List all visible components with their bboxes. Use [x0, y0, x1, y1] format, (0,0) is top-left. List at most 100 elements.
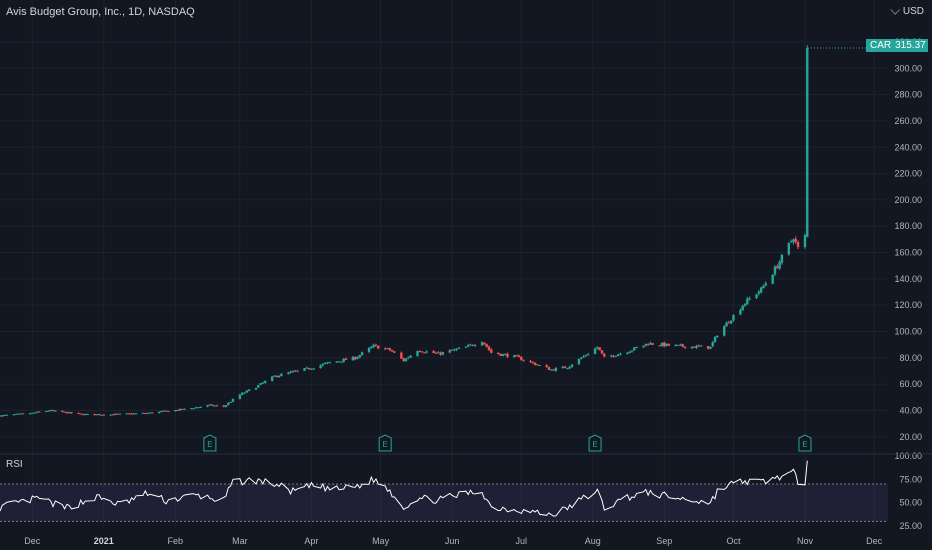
candle-body [453, 349, 456, 351]
candle-body [0, 415, 2, 417]
candle-body [732, 314, 735, 321]
candle-body [762, 285, 765, 289]
candle-body [497, 352, 500, 355]
candle-body [803, 235, 807, 248]
candle-body [434, 352, 438, 354]
candle-body [393, 351, 396, 353]
candle-body [577, 358, 581, 365]
candle-body [531, 361, 534, 363]
candle-body [28, 413, 32, 415]
rsi-band [0, 483, 888, 522]
price-tick-label: 240.00 [894, 142, 922, 152]
candle-body [681, 344, 684, 347]
candle-body [95, 414, 99, 416]
candle-body [44, 411, 48, 413]
candle-body [289, 371, 292, 373]
candle-body [626, 352, 629, 354]
candle-body [633, 347, 636, 351]
candle-body [663, 342, 666, 347]
candle-body [773, 266, 777, 275]
candle-body [487, 346, 491, 350]
candle-body [471, 344, 475, 346]
candle-body [506, 353, 509, 357]
candle-body [342, 358, 345, 363]
candle-body [792, 239, 795, 243]
candle-body [174, 410, 177, 412]
candle-body [630, 350, 634, 352]
candle-body [157, 411, 161, 414]
candle-body [547, 367, 551, 370]
candle-body [67, 412, 71, 414]
candle-body [545, 365, 548, 368]
candle-body [520, 357, 523, 361]
earnings-marker[interactable]: E [588, 434, 602, 452]
price-tick-label: 220.00 [894, 169, 922, 179]
candle-body [264, 380, 267, 383]
candle-body [38, 411, 41, 413]
candle-body [651, 343, 654, 345]
candle-body [326, 362, 329, 364]
candle-body [118, 413, 122, 415]
candle-body [227, 402, 230, 405]
candle-body [344, 358, 348, 360]
candle-body [480, 342, 484, 346]
candle-body [642, 345, 645, 348]
candle-body [144, 413, 147, 415]
rsi-indicator-label[interactable]: RSI [6, 459, 23, 470]
candle-body [178, 408, 182, 411]
candle-body [612, 355, 615, 357]
candle-body [690, 346, 694, 349]
candle-body [550, 369, 553, 371]
candle-body [649, 342, 652, 345]
candle-body [582, 356, 585, 358]
rsi-tick-label: 75.00 [899, 474, 922, 484]
candle-body [787, 242, 791, 255]
candle-body [584, 355, 588, 357]
currency-selector[interactable]: USD [890, 4, 924, 17]
candle-body [1, 415, 4, 417]
time-axis[interactable]: Dec 2021 Feb Mar Apr May Jun Jul Aug Sep Oct Nov Dec [24, 536, 882, 546]
candle-body [310, 368, 313, 370]
candle-body [224, 405, 228, 407]
candle-body [370, 346, 373, 349]
price-tick-label: 300.00 [894, 63, 922, 73]
candle-body [377, 345, 380, 349]
candle-body [257, 385, 260, 388]
candle-body [81, 414, 85, 416]
earnings-marker[interactable]: E [378, 434, 392, 452]
candle-body [312, 368, 315, 370]
time-tick-label: Aug [585, 536, 601, 546]
candle-body [183, 408, 186, 410]
candle-body [695, 345, 698, 348]
candle-body [709, 346, 712, 350]
badge-value: 315.37 [895, 40, 926, 51]
candle-body [566, 368, 569, 370]
earnings-letter: E [207, 440, 212, 449]
candle-body [125, 413, 129, 415]
candle-body [407, 357, 410, 359]
candle-body [425, 351, 428, 353]
candle-body [628, 351, 631, 354]
candle-body [409, 355, 412, 358]
rsi-series [0, 460, 808, 517]
candle-body [49, 410, 52, 412]
earnings-marker[interactable]: E [203, 434, 217, 452]
earnings-marker[interactable]: E [798, 434, 812, 452]
candle-body [776, 266, 779, 269]
candle-body [674, 344, 678, 346]
candle-body [485, 344, 488, 347]
candle-body [354, 357, 357, 360]
candle-body [448, 350, 451, 353]
rsi-axis[interactable]: 100.00 75.00 50.00 25.00 [894, 451, 922, 531]
earnings-icon [203, 434, 217, 452]
time-tick-label: Mar [232, 536, 248, 546]
candle-body [386, 348, 389, 350]
candle-body [517, 355, 521, 358]
candle-body [706, 346, 710, 349]
candle-body [19, 413, 22, 415]
candle-body [593, 348, 597, 355]
candle-body [646, 344, 650, 346]
candle-body [162, 410, 165, 412]
